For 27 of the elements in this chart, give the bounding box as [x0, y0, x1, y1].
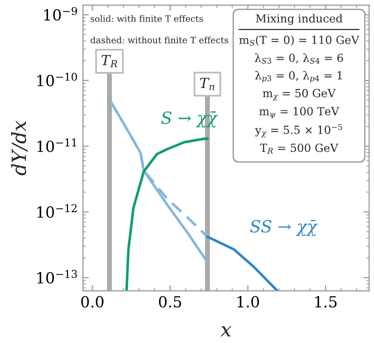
- annotation: T$_{R}$ = 500 GeV: [260, 144, 338, 154]
- x-axis-title: x: [220, 326, 232, 336]
- ref-line-label: T$_{n}$: [200, 78, 214, 90]
- x-tick-label: 0.5: [158, 296, 182, 308]
- y-axis-title: dY/dx: [11, 120, 28, 176]
- annotation: m$_{χ}$ = 50 GeV: [262, 88, 336, 101]
- annotation: m$_{S}$(T = 0) = 110 GeV: [239, 35, 360, 46]
- annotation: λ$_{p3}$ = 0, λ$_{p4}$ = 1: [255, 70, 342, 83]
- annotation: Mixing induced: [256, 14, 342, 25]
- y-tick-label: 10$^{−10}$: [37, 72, 77, 86]
- y-tick-label: 10$^{−13}$: [37, 270, 77, 284]
- y-tick-label: 10$^{−9}$: [44, 6, 78, 21]
- line-series: [125, 137, 209, 291]
- y-tick-label: 10$^{−12}$: [37, 204, 77, 218]
- x-tick-label: 1.5: [315, 296, 337, 308]
- annotation: S → χχ̄: [161, 111, 218, 128]
- ref-line-label: T$_{R}$: [102, 54, 118, 68]
- annotation: SS → χχ̄: [250, 220, 318, 236]
- annotation: m$_{ψ}$ = 100 TeV: [259, 106, 340, 119]
- annotation: solid: with finite T effects: [90, 15, 203, 22]
- x-tick-label: 1.0: [238, 296, 259, 308]
- line-series: [206, 235, 279, 291]
- annotation: dashed: without finite T effects: [90, 36, 228, 44]
- annotation: λ$_{S3}$ = 0, λ$_{S4}$ = 6: [254, 53, 343, 64]
- annotation: y$_{χ}$ = 5.5 × 10$^{−5}$: [255, 124, 342, 138]
- y-tick-label: 10$^{−11}$: [37, 138, 76, 152]
- x-tick-label: 0.0: [81, 296, 104, 308]
